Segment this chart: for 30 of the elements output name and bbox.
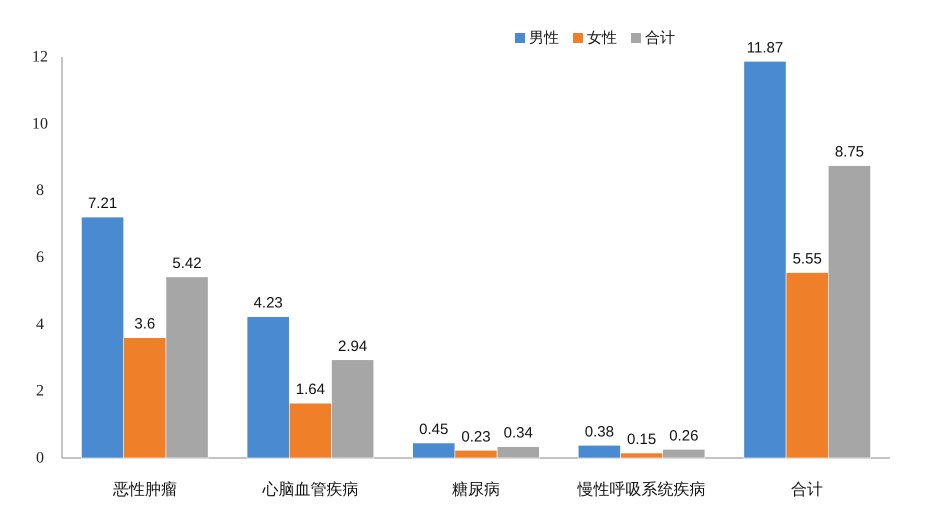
y-tick-label: 0	[36, 450, 44, 466]
data-label: 4.23	[254, 294, 283, 312]
data-label: 0.26	[669, 427, 698, 444]
y-tick-label: 6	[36, 249, 44, 266]
data-label: 7.21	[88, 195, 118, 212]
x-tick-label: 合计	[791, 480, 824, 498]
y-tick-label: 2	[36, 382, 44, 400]
data-label: 0.23	[461, 428, 491, 446]
x-tick-label: 恶性肿瘤	[112, 480, 177, 498]
x-tick-label: 慢性呼吸系统疾病	[576, 480, 706, 498]
data-label: 3.6	[134, 316, 156, 333]
data-label: 8.75	[834, 144, 864, 161]
data-label: 5.42	[172, 254, 202, 272]
y-tick-label: 4	[36, 316, 44, 333]
data-label: 0.34	[504, 424, 533, 442]
x-tick-label: 糖尿病	[452, 480, 500, 498]
data-label: 0.45	[419, 420, 448, 438]
data-label: 2.94	[338, 338, 368, 355]
data-label: 11.87	[746, 39, 784, 56]
legend-label: 女性	[587, 30, 617, 46]
data-label: 0.15	[627, 430, 656, 448]
data-label: 5.55	[792, 250, 822, 268]
data-label: 0.38	[584, 423, 614, 440]
y-tick-label: 8	[36, 182, 44, 200]
legend-label: 男性	[529, 30, 559, 46]
data-label: 1.64	[296, 381, 325, 398]
y-tick-label: 10	[32, 115, 48, 132]
y-tick-label: 12	[32, 48, 48, 66]
legend-label: 合计	[645, 30, 675, 46]
x-tick-label: 心脑血管疾病	[261, 480, 358, 498]
